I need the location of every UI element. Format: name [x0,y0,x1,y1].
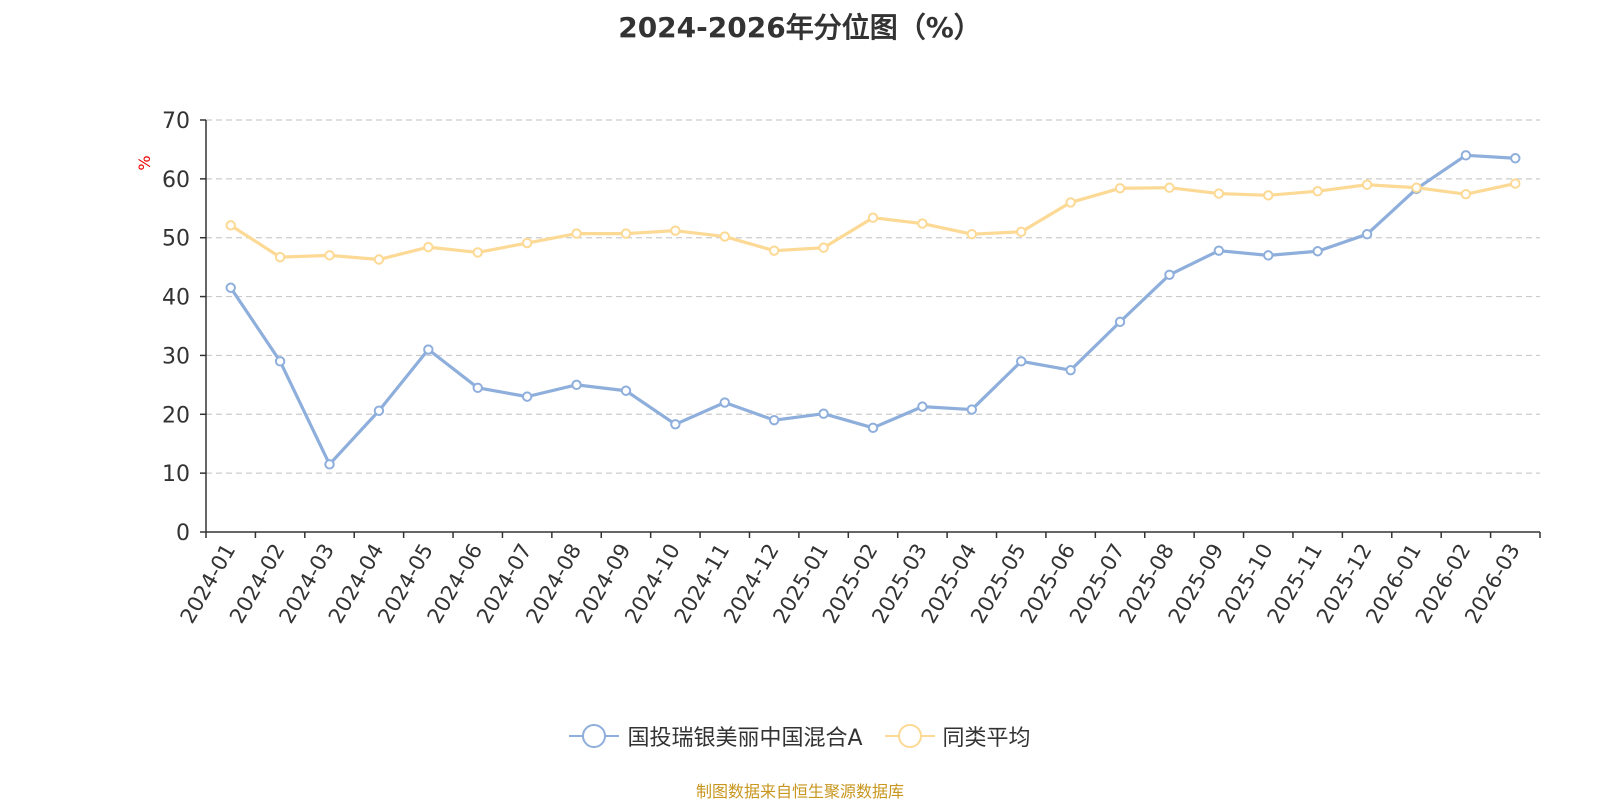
series-0-point-2025-04 [966,404,978,415]
series-0-point-2025-08 [1164,269,1175,280]
y-tick-label-60: 60 [162,168,190,193]
legend-swatch-series-1 [884,724,935,748]
series-0-point-2024-05 [423,344,434,355]
series-0-point-2024-04 [373,405,385,416]
series-1-point-2024-03 [324,250,335,261]
series-1-point-2025-11 [1312,186,1323,197]
series-1-point-2025-05 [1016,226,1027,238]
series-0-point-2025-12 [1361,228,1373,240]
y-tick-label-20: 20 [162,403,190,428]
series-0-point-2024-12 [768,414,780,426]
legend: 国投瑞银美丽中国混合A 同类平均 [0,720,1600,752]
y-tick-label-10: 10 [162,462,190,487]
series-0-point-2025-02 [867,422,879,434]
series-layer [225,150,1521,470]
series-1-point-2024-08 [571,228,582,239]
series-1-point-2024-04 [373,254,385,265]
series-0-point-2025-11 [1312,246,1323,257]
legend-item-series-1[interactable]: 同类平均 [884,720,1031,752]
series-1-point-2025-07 [1114,183,1126,194]
series-1-point-2025-12 [1361,179,1373,190]
series-0-point-2025-06 [1065,364,1076,376]
line-chart: 010203040506070%2024-012024-022024-03202… [135,109,1541,627]
series-0-point-2024-07 [521,391,533,402]
series-1-point-2025-09 [1213,188,1225,199]
series-1-point-2025-03 [917,218,928,229]
y-tick-label-50: 50 [162,227,190,252]
series-0-point-2025-07 [1114,316,1126,328]
series-1-point-2024-01 [225,220,236,231]
series-1-point-2026-02 [1460,188,1472,200]
legend-item-series-0[interactable]: 国投瑞银美丽中国混合A [569,720,863,752]
series-line-0 [229,153,1516,466]
legend-swatch-series-0 [569,724,620,748]
chart-title: 2024-2026年分位图（%） [618,11,982,44]
series-1-point-2024-09 [620,228,632,239]
series-1-point-2024-07 [521,237,533,249]
series-1-point-2024-10 [670,225,681,236]
legend-label-series-1: 同类平均 [942,726,1031,751]
series-0-point-2024-06 [472,382,483,393]
series-0-point-2026-02 [1460,150,1472,161]
series-1-point-2026-01 [1411,182,1422,193]
series-0-point-2025-10 [1263,250,1274,261]
series-1-point-2025-08 [1164,182,1175,193]
series-1-point-2025-04 [966,228,978,240]
series-1-point-2025-01 [818,242,829,253]
series-1-point-2024-05 [423,241,434,253]
series-0-point-2026-03 [1510,153,1521,164]
series-1-point-2025-10 [1263,190,1274,201]
grid-layer [206,119,1540,474]
series-0-point-2024-02 [274,356,286,367]
series-0-point-2024-01 [225,282,236,293]
series-0-point-2024-08 [571,379,582,391]
y-tick-label-0: 0 [176,521,190,546]
legend-label-series-0: 国投瑞银美丽中国混合A [627,726,863,751]
series-1-point-2025-02 [867,212,879,223]
series-1-point-2024-06 [472,247,483,258]
series-0-point-2025-05 [1016,356,1027,367]
series-1-point-2024-12 [768,245,780,256]
series-1-point-2024-11 [719,231,730,242]
y-tick-label-40: 40 [162,286,190,311]
series-0-point-2024-03 [324,459,335,470]
series-1-point-2026-03 [1510,178,1521,189]
series-0-point-2025-03 [917,401,928,412]
source-note: 制图数据来自恒生聚源数据库 [695,782,904,800]
series-0-point-2024-10 [670,419,681,430]
y-tick-label-30: 30 [162,344,190,369]
axis-layer: 010203040506070%2024-012024-022024-03202… [135,109,1541,627]
series-1-point-2025-06 [1065,197,1076,208]
series-1-point-2024-02 [274,251,286,263]
series-0-point-2025-01 [818,408,829,419]
y-tick-label-70: 70 [162,109,190,134]
series-0-point-2024-11 [719,397,730,408]
y-axis-label: % [135,155,154,170]
series-0-point-2025-09 [1213,245,1225,256]
series-0-point-2024-09 [620,385,632,396]
